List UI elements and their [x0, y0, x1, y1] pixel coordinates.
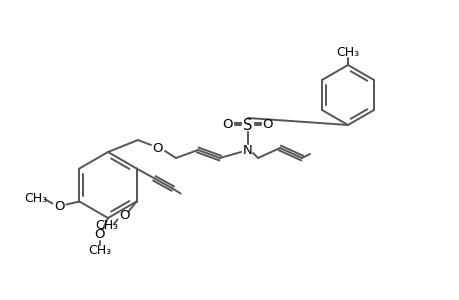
Text: O: O: [262, 118, 273, 131]
Text: O: O: [222, 118, 233, 131]
Text: O: O: [54, 200, 65, 213]
Text: O: O: [152, 142, 163, 154]
Text: CH₃: CH₃: [24, 192, 47, 205]
Text: N: N: [243, 143, 252, 157]
Text: CH₃: CH₃: [336, 46, 359, 59]
Text: CH₃: CH₃: [88, 244, 112, 256]
Text: CH₃: CH₃: [95, 219, 118, 232]
Text: O: O: [119, 209, 129, 222]
Text: O: O: [95, 227, 105, 241]
Text: S: S: [243, 118, 252, 133]
